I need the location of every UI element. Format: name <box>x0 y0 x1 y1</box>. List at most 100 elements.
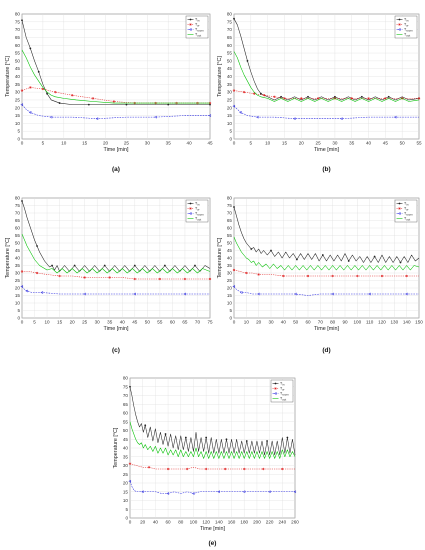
y-tick-label: 70 <box>227 211 233 216</box>
legend-box <box>185 15 209 39</box>
y-tick-label: 10 <box>227 121 233 126</box>
y-axis-label: Temperature [°C] <box>217 56 223 97</box>
x-tick-label: 140 <box>215 520 223 525</box>
data-point <box>225 438 228 441</box>
x-tick-label: 45 <box>207 141 213 146</box>
x-tick-label: 35 <box>349 141 355 146</box>
y-tick-label: 65 <box>227 35 233 40</box>
data-point <box>125 103 128 106</box>
data-point <box>266 440 268 442</box>
data-point <box>246 59 249 62</box>
data-point <box>128 479 132 483</box>
data-point <box>91 97 95 100</box>
x-tick-label: 55 <box>416 141 422 146</box>
y-tick-label: 45 <box>15 248 21 253</box>
x-tick-label: 25 <box>82 320 88 325</box>
y-tick-label: 55 <box>15 51 21 56</box>
data-point <box>158 277 162 281</box>
y-tick-label: 60 <box>227 43 233 48</box>
x-tick-label: 50 <box>400 141 406 146</box>
series-t-in <box>233 206 420 264</box>
x-axis-label: Time [min] <box>200 526 225 532</box>
data-point <box>209 103 211 106</box>
data-point <box>296 258 298 261</box>
data-point <box>20 103 24 107</box>
y-axis-label: Temperature [°C] <box>113 427 119 468</box>
y-tick-label: 25 <box>227 278 233 283</box>
y-tick-label: 0 <box>229 316 232 321</box>
x-tick-label: 40 <box>153 520 159 525</box>
x-tick-label: 40 <box>187 141 193 146</box>
y-tick-label: 30 <box>227 90 233 95</box>
data-point <box>166 467 170 471</box>
x-tick-label: 30 <box>145 141 151 146</box>
y-tick-label: 5 <box>17 129 20 134</box>
y-tick-label: 25 <box>15 278 21 283</box>
legend-entry: Troom <box>404 28 413 33</box>
data-point <box>20 89 24 92</box>
x-tick-label: 0 <box>21 141 24 146</box>
x-tick-label: 220 <box>266 520 274 525</box>
panel-label: (d) <box>322 347 330 354</box>
y-tick-label: 60 <box>123 411 129 416</box>
legend-marker <box>398 18 401 21</box>
panel-label: (a) <box>112 166 120 173</box>
y-tick-label: 35 <box>15 82 21 87</box>
data-point <box>208 114 212 118</box>
y-tick-label: 35 <box>227 82 233 87</box>
y-tick-label: 60 <box>227 226 233 231</box>
y-tick-label: 70 <box>123 393 129 398</box>
x-tick-label: 5 <box>250 141 253 146</box>
legend-entry: Tout <box>280 397 286 402</box>
x-tick-label: 200 <box>253 520 261 525</box>
data-point <box>28 110 32 114</box>
data-point <box>154 115 157 119</box>
y-tick-label: 5 <box>229 129 232 134</box>
legend-marker <box>274 387 277 390</box>
y-tick-label: 40 <box>227 256 233 261</box>
data-point <box>242 490 246 494</box>
data-point <box>232 89 236 92</box>
data-point <box>367 292 371 296</box>
data-point <box>273 95 276 99</box>
grid <box>21 197 211 319</box>
y-tick-label: 80 <box>123 376 129 381</box>
series-t-room <box>128 479 297 495</box>
data-point <box>20 270 24 273</box>
y-tick-label: 50 <box>123 428 129 433</box>
y-tick-label: 10 <box>227 301 233 306</box>
data-point <box>256 292 260 296</box>
y-axis-label: Temperature [°C] <box>217 237 223 278</box>
legend-marker <box>274 382 277 385</box>
data-point <box>95 117 99 121</box>
x-tick-label: 40 <box>366 141 372 146</box>
x-tick-label: 45 <box>132 320 138 325</box>
data-point <box>25 289 29 293</box>
legend-entry: Tin <box>404 202 409 207</box>
x-tick-label: 15 <box>282 141 288 146</box>
data-point <box>307 95 309 98</box>
data-point <box>239 110 242 114</box>
legend-entry: Tw <box>404 23 409 28</box>
data-point <box>360 95 363 98</box>
data-point <box>164 433 167 435</box>
x-tick-label: 70 <box>195 320 201 325</box>
x-tick-label: 100 <box>190 520 198 525</box>
legend-entry: Troom <box>280 392 289 397</box>
legend-box <box>394 199 418 223</box>
data-point <box>331 274 334 278</box>
series-line <box>129 386 296 456</box>
data-point <box>321 254 324 256</box>
y-tick-label: 15 <box>227 293 233 298</box>
x-tick-label: 0 <box>233 141 236 146</box>
y-tick-label: 20 <box>123 481 129 486</box>
data-point <box>73 264 76 267</box>
legend-entry: Tout <box>195 33 201 38</box>
legend-entry: Troom <box>195 28 204 33</box>
data-point <box>232 104 236 108</box>
x-axis-label: Time [min] <box>104 147 129 153</box>
data-point <box>133 277 136 281</box>
data-point <box>20 285 24 288</box>
data-point <box>281 467 284 471</box>
data-point <box>70 94 74 97</box>
